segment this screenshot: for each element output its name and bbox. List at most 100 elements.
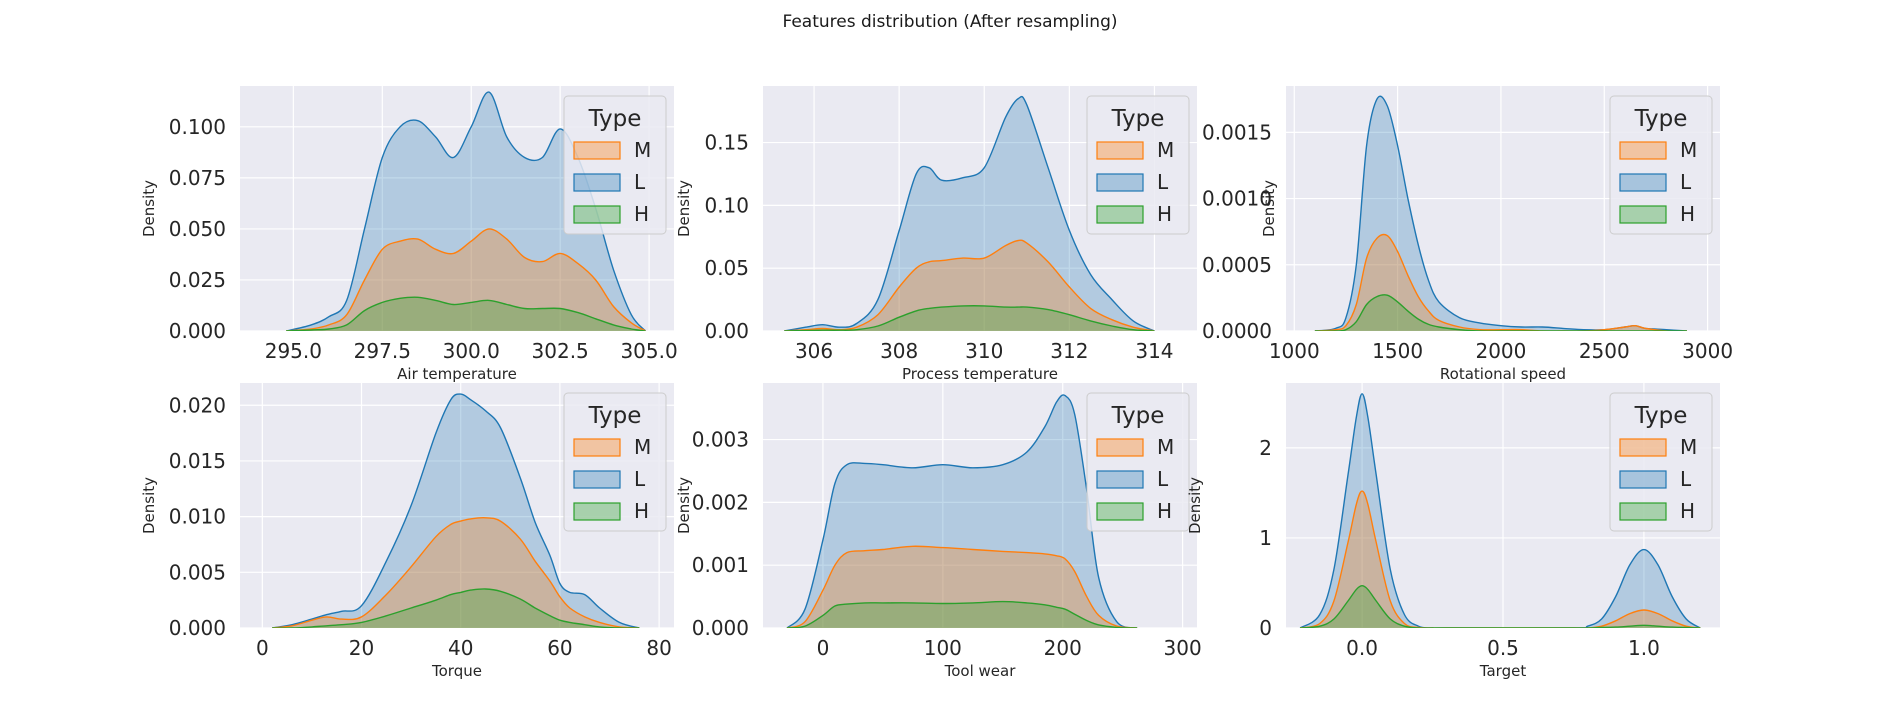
legend-swatch-H (1619, 502, 1667, 521)
y-tick-label: 0.15 (704, 131, 749, 155)
legend-swatch-L (1619, 470, 1667, 489)
x-tick-label: 1000 (1269, 339, 1320, 363)
legend-label-M: M (634, 435, 651, 459)
x-tick-label: 295.0 (265, 339, 322, 363)
legend-swatch-M (1096, 438, 1144, 457)
legend-swatch-L (573, 173, 621, 192)
series-layer (1314, 95, 1687, 331)
legend-swatch-L (1096, 173, 1144, 192)
x-tick-label: 0 (256, 636, 269, 660)
x-tick-label: 1.0 (1628, 636, 1660, 660)
density-line-H (1300, 584, 1701, 628)
x-tick-label: 302.5 (532, 339, 589, 363)
y-tick-label: 0.100 (169, 115, 226, 139)
x-axis-label: Tool wear (944, 662, 1017, 680)
density-line-H (784, 305, 1155, 331)
legend: Type MLH (1609, 392, 1713, 532)
density-area-L (1314, 96, 1687, 331)
y-axis-label: Density (675, 477, 693, 534)
density-line-H (786, 600, 1138, 628)
y-axis-label: Density (140, 180, 158, 237)
legend: Type MLH (1086, 95, 1190, 235)
subplot-5: 0 100 200 300 0.000 0.001 0.002 0.003 Tool wear D… (675, 383, 1202, 680)
x-tick-label: 100 (924, 636, 962, 660)
x-tick-label: 3000 (1682, 339, 1733, 363)
y-axis-label: Density (1186, 477, 1204, 534)
y-tick-label: 0 (1259, 616, 1272, 640)
legend-box (563, 392, 667, 532)
density-area-L (784, 96, 1155, 331)
y-tick-label: 0.050 (169, 217, 226, 241)
y-tick-label: 0.003 (692, 428, 749, 452)
legend-title: Type (588, 403, 642, 429)
y-tick-label: 0.010 (169, 505, 226, 529)
density-area-L (272, 394, 640, 628)
x-tick-label: 0.5 (1487, 636, 1519, 660)
legend-label-L: L (1157, 170, 1169, 194)
density-area-M (784, 240, 1155, 331)
legend-swatch-H (1096, 502, 1144, 521)
series-layer (784, 95, 1155, 331)
legend-swatch-M (573, 141, 621, 160)
density-area-H (286, 297, 646, 331)
legend-label-H: H (1157, 499, 1172, 523)
density-line-M (272, 517, 640, 628)
y-tick-label: 0.0015 (1202, 120, 1272, 144)
x-tick-label: 308 (880, 339, 918, 363)
density-line-L (1299, 393, 1701, 628)
legend-swatch-H (1619, 205, 1667, 224)
density-line-H (1314, 294, 1687, 331)
density-line-L (272, 393, 640, 628)
legend-box (1609, 392, 1713, 532)
x-tick-label: 200 (1044, 636, 1082, 660)
x-axis-label: Target (1479, 662, 1527, 680)
y-tick-label: 0.015 (169, 449, 226, 473)
legend-title: Type (1111, 106, 1165, 132)
x-tick-label: 300 (1164, 636, 1202, 660)
y-tick-label: 0.075 (169, 166, 226, 190)
density-area-H (784, 305, 1155, 331)
y-tick-label: 0.020 (169, 393, 226, 417)
legend-box (1086, 392, 1190, 532)
x-tick-label: 314 (1135, 339, 1173, 363)
x-axis-label: Process temperature (902, 365, 1058, 383)
subplot-2: 306 308 310 312 314 0.00 0.05 0.10 0.15 Process t… (675, 86, 1197, 383)
density-line-H (272, 588, 640, 628)
legend-label-H: H (634, 499, 649, 523)
legend-swatch-H (573, 205, 621, 224)
legend-swatch-H (573, 502, 621, 521)
legend-label-M: M (1157, 138, 1174, 162)
legend-label-L: L (1680, 170, 1692, 194)
legend-label-M: M (1680, 435, 1697, 459)
legend-label-H: H (1680, 202, 1695, 226)
x-tick-label: 20 (349, 636, 374, 660)
legend-swatch-M (1619, 438, 1667, 457)
density-area-M (787, 546, 1138, 628)
legend-label-L: L (634, 170, 646, 194)
y-tick-label: 0.0000 (1202, 319, 1272, 343)
y-tick-label: 0.10 (704, 193, 749, 217)
legend-swatch-M (1096, 141, 1144, 160)
x-tick-label: 305.0 (620, 339, 677, 363)
x-tick-label: 2500 (1579, 339, 1630, 363)
x-axis-label: Rotational speed (1440, 365, 1566, 383)
legend-label-M: M (634, 138, 651, 162)
y-tick-label: 0.0010 (1202, 187, 1272, 211)
y-tick-label: 0.000 (169, 616, 226, 640)
legend-box (1086, 95, 1190, 235)
series-layer (272, 393, 640, 628)
x-tick-label: 2000 (1475, 339, 1526, 363)
density-line-M (1314, 233, 1687, 331)
density-area-L (1300, 393, 1701, 628)
density-area-H (1314, 294, 1687, 331)
legend-swatch-L (1096, 470, 1144, 489)
legend-label-M: M (1157, 435, 1174, 459)
x-tick-label: 297.5 (354, 339, 411, 363)
legend-label-L: L (1680, 467, 1692, 491)
legend-label-L: L (1157, 467, 1169, 491)
x-axis-label: Air temperature (397, 365, 517, 383)
legend: Type MLH (563, 95, 667, 235)
y-tick-label: 0.001 (692, 553, 749, 577)
legend-title: Type (1634, 403, 1688, 429)
